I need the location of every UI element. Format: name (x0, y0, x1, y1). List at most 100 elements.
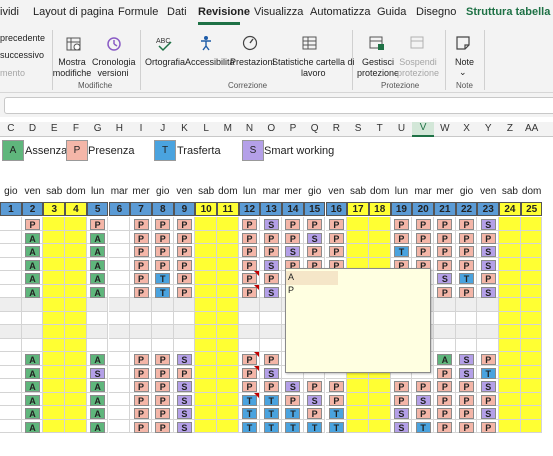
grid-cell[interactable]: P (130, 284, 152, 298)
column-header-w[interactable]: W (440, 123, 450, 134)
grid-cell[interactable]: P (151, 392, 174, 406)
column-header-aa[interactable]: AA (524, 123, 539, 134)
grid-cell[interactable]: P (325, 230, 348, 244)
grid-cell[interactable]: P (282, 230, 304, 244)
grid-cell[interactable] (347, 244, 369, 258)
grid-cell[interactable]: T (412, 419, 434, 433)
grid-cell[interactable] (499, 257, 521, 271)
grid-cell[interactable] (108, 311, 131, 325)
grid-cell[interactable] (151, 311, 174, 325)
column-header-l[interactable]: L (203, 123, 209, 134)
grid-cell[interactable]: P (130, 230, 152, 244)
column-header-s[interactable]: S (354, 123, 362, 134)
day-name[interactable]: dom (65, 186, 87, 201)
grid-cell[interactable]: P (238, 217, 261, 231)
tab-disegno[interactable]: Disegno (416, 6, 457, 18)
grid-cell[interactable] (434, 325, 456, 339)
grid-cell[interactable] (43, 271, 66, 285)
grid-cell[interactable] (0, 365, 22, 379)
grid-cell[interactable] (0, 406, 22, 420)
grid-cell[interactable] (455, 311, 478, 325)
grid-cell[interactable]: P (325, 392, 348, 406)
grid-cell[interactable] (0, 257, 22, 271)
grid-cell[interactable]: S (173, 392, 196, 406)
grid-cell[interactable] (499, 217, 521, 231)
day-number[interactable]: 11 (217, 202, 239, 216)
grid-cell[interactable]: S (390, 406, 413, 420)
grid-cell[interactable]: S (260, 284, 283, 298)
grid-cell[interactable] (347, 230, 369, 244)
grid-cell[interactable] (65, 217, 87, 231)
grid-cell[interactable]: P (260, 379, 283, 393)
grid-cell[interactable] (195, 298, 217, 312)
grid-cell[interactable] (43, 230, 66, 244)
grid-cell[interactable] (173, 311, 196, 325)
grid-cell[interactable] (130, 311, 152, 325)
grid-cell[interactable]: T (238, 419, 261, 433)
grid-cell[interactable] (108, 419, 131, 433)
grid-cell[interactable] (195, 244, 217, 258)
grid-cell[interactable] (0, 217, 22, 231)
grid-cell[interactable]: P (434, 392, 456, 406)
grid-cell[interactable] (238, 298, 261, 312)
grid-cell[interactable]: P (455, 217, 478, 231)
day-number[interactable]: 4 (65, 202, 87, 216)
grid-cell[interactable]: A (21, 406, 44, 420)
grid-cell[interactable] (455, 298, 478, 312)
grid-cell[interactable] (260, 298, 283, 312)
grid-cell[interactable]: P (390, 230, 413, 244)
grid-cell[interactable]: T (260, 419, 283, 433)
grid-cell[interactable]: A (86, 230, 109, 244)
manage-protection-button[interactable]: Gestisci protezione (357, 57, 400, 78)
day-name[interactable]: gio (0, 186, 22, 201)
grid-cell[interactable]: S (477, 406, 500, 420)
grid-cell[interactable]: P (434, 244, 456, 258)
grid-cell[interactable]: T (260, 406, 283, 420)
grid-cell[interactable] (499, 311, 521, 325)
grid-cell[interactable] (108, 379, 131, 393)
grid-cell[interactable]: S (477, 244, 500, 258)
grid-cell[interactable]: P (325, 244, 348, 258)
chevron-down-icon[interactable]: ⌄ (459, 67, 467, 77)
grid-cell[interactable]: P (412, 379, 434, 393)
grid-cell[interactable]: P (477, 352, 500, 366)
grid-cell[interactable]: T (477, 365, 500, 379)
grid-cell[interactable] (43, 257, 66, 271)
grid-cell[interactable] (195, 338, 217, 352)
grid-cell[interactable] (368, 419, 391, 433)
grid-cell[interactable]: S (173, 406, 196, 420)
grid-cell[interactable] (195, 379, 217, 393)
grid-cell[interactable] (434, 338, 456, 352)
tab-dati[interactable]: Dati (167, 6, 187, 18)
grid-cell[interactable] (217, 284, 239, 298)
grid-cell[interactable]: P (303, 217, 326, 231)
grid-cell[interactable] (108, 406, 131, 420)
grid-cell[interactable] (499, 298, 521, 312)
grid-cell[interactable] (368, 392, 391, 406)
grid-cell[interactable]: P (130, 392, 152, 406)
grid-cell[interactable]: P (455, 284, 478, 298)
grid-cell[interactable] (65, 230, 87, 244)
grid-cell[interactable] (0, 392, 22, 406)
grid-cell[interactable]: T (390, 244, 413, 258)
grid-cell[interactable]: P (238, 365, 261, 379)
grid-cell[interactable]: P (390, 392, 413, 406)
grid-cell[interactable]: P (434, 365, 456, 379)
grid-cell[interactable]: T (151, 284, 174, 298)
grid-cell[interactable]: A (86, 271, 109, 285)
grid-cell[interactable] (65, 338, 87, 352)
grid-cell[interactable] (108, 230, 131, 244)
grid-cell[interactable] (347, 406, 369, 420)
grid-cell[interactable] (43, 244, 66, 258)
grid-cell[interactable]: A (21, 230, 44, 244)
grid-cell[interactable] (238, 311, 261, 325)
grid-cell[interactable]: P (173, 244, 196, 258)
grid-cell[interactable] (21, 311, 44, 325)
grid-cell[interactable] (43, 338, 66, 352)
grid-cell[interactable] (195, 217, 217, 231)
grid-cell[interactable] (195, 352, 217, 366)
day-name[interactable]: sab (195, 186, 217, 201)
grid-cell[interactable]: P (130, 352, 152, 366)
grid-cell[interactable]: S (173, 419, 196, 433)
version-history-button[interactable]: Cronologia versioni (92, 57, 136, 78)
